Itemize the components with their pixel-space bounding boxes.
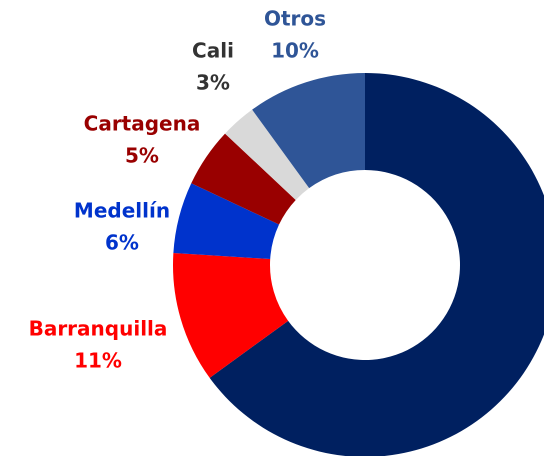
segment-value-label: 5% <box>125 144 159 168</box>
donut-segment <box>173 252 289 378</box>
donut-segment <box>173 183 280 260</box>
segment-label: Cali <box>192 39 234 63</box>
donut-segment <box>225 109 310 200</box>
donut-segment <box>191 133 296 225</box>
segment-label: Otros <box>264 7 326 31</box>
segment-label: Cartagena <box>84 112 201 136</box>
segment-value-label: 3% <box>196 71 230 95</box>
segment-label: Medellín <box>74 199 170 223</box>
donut-segment <box>209 73 544 456</box>
segment-value-label: 10% <box>271 39 319 63</box>
segment-value-label: 6% <box>105 231 139 255</box>
donut-segment <box>252 73 365 189</box>
segment-label: Barranquilla <box>29 317 168 341</box>
segment-value-label: 11% <box>74 349 122 373</box>
